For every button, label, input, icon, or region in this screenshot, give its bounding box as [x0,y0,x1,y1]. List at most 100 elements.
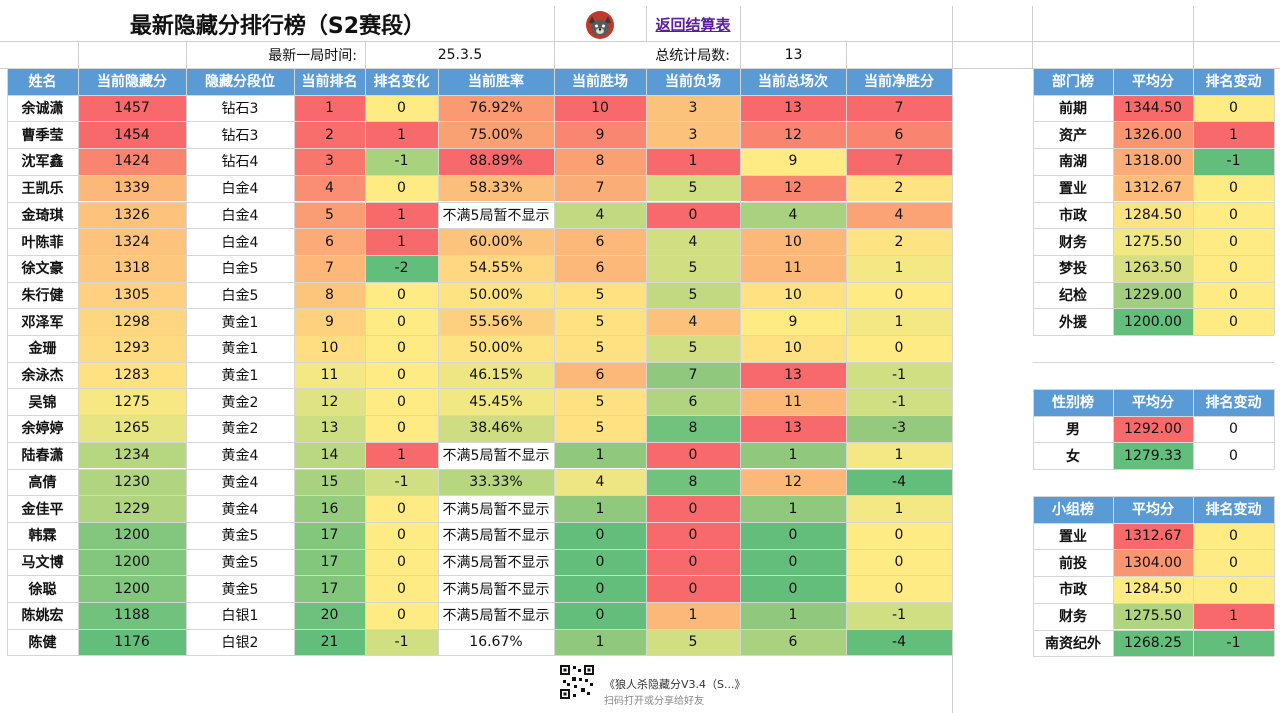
row-value-cell: 1 [646,602,740,629]
row-value-cell: 白金5 [186,254,294,282]
group-header-0: 小组榜 [1033,496,1113,523]
row-value-cell: 11 [294,361,365,389]
grid-line [7,121,952,123]
row-value-cell: 不满5局暂不显示 [438,548,554,576]
qr-code-icon[interactable] [559,664,595,700]
row-value-cell: 1318 [78,254,186,282]
row-name-cell: 邓泽军 [7,308,78,335]
grid-line [1274,68,1275,335]
main-header-7: 当前负场 [646,68,740,95]
row-value-cell: 5 [646,174,740,202]
row-name-cell: 徐文豪 [7,254,78,282]
row-name-cell: 金珊 [7,335,78,362]
row-value-cell: 不满5局暂不显示 [438,521,554,549]
row-value-cell: 1200 [78,575,186,602]
main-header-6: 当前胜场 [554,68,646,95]
row-value-cell: 黄金4 [186,495,294,522]
row-name-cell: 纪检 [1033,281,1113,309]
grid-line [1033,549,1274,551]
row-value-cell: 1229.00 [1113,281,1193,309]
row-name-cell: 女 [1033,442,1113,470]
grid-line [7,628,952,630]
row-value-cell: -4 [846,628,952,656]
row-value-cell: 11 [740,254,846,282]
row-value-cell: 1 [554,628,646,656]
row-value-cell: 0 [365,94,438,122]
row-name-cell: 徐聪 [7,575,78,602]
col-divider [186,42,187,68]
grid-line [7,361,952,363]
main-header-0: 姓名 [7,68,78,95]
row-name-cell: 韩霖 [7,521,78,549]
row-name-cell: 市政 [1033,201,1113,229]
row-value-cell: 1284.50 [1113,201,1193,229]
row-value-cell: -1 [365,468,438,496]
row-value-cell: 50.00% [438,281,554,309]
grid-line [1033,335,1274,336]
row-value-cell: 7 [646,361,740,389]
row-name-cell: 吴锦 [7,388,78,416]
row-value-cell: 钻石4 [186,148,294,175]
row-value-cell: 0 [1193,308,1274,335]
row-value-cell: 1234 [78,441,186,469]
col-divider [740,6,741,68]
grid-line [7,201,952,203]
back-to-settlement-link[interactable]: 返回结算表 [655,15,731,34]
grid-line [1033,389,1034,470]
row-value-cell: 8 [646,415,740,442]
row-value-cell: 10 [740,228,846,255]
grid-line [1033,469,1274,470]
row-value-cell: 5 [646,335,740,362]
grid-line [7,388,952,390]
row-value-cell: 1275.50 [1113,602,1193,630]
row-name-cell: 金琦琪 [7,201,78,229]
group-header-1: 平均分 [1113,496,1193,523]
col-divider [554,6,555,68]
grid-line [1033,576,1274,578]
row-value-cell: 1298 [78,308,186,335]
row-value-cell: 0 [846,575,952,602]
row-value-cell: 6 [554,254,646,282]
row-value-cell: -1 [1193,629,1274,657]
row-value-cell: -1 [1193,148,1274,175]
row-value-cell: 1200 [78,521,186,549]
col-divider [78,42,79,68]
row-value-cell: 11 [740,388,846,416]
row-value-cell: 1 [294,94,365,122]
row-value-cell: 0 [1193,201,1274,229]
row-name-cell: 曹季莹 [7,121,78,149]
row-name-cell: 高倩 [7,468,78,496]
row-value-cell: 0 [646,495,740,522]
grid-line [7,575,952,577]
row-value-cell: 1275 [78,388,186,416]
row-value-cell: 17 [294,548,365,576]
row-value-cell: 0 [1193,576,1274,603]
row-value-cell: 75.00% [438,121,554,149]
row-name-cell: 南资纪外 [1033,629,1113,657]
col-divider [365,42,366,68]
row-name-cell: 置业 [1033,174,1113,202]
row-value-cell: 1 [740,602,846,629]
row-value-cell: 15 [294,468,365,496]
row-name-cell: 沈军鑫 [7,148,78,175]
page-title: 最新隐藏分排行榜（S2赛段） [129,13,426,39]
row-value-cell: 1 [740,441,846,469]
row-value-cell: 1279.33 [1113,442,1193,470]
grid-line [1033,148,1274,150]
row-value-cell: 0 [365,521,438,549]
row-value-cell: 8 [554,148,646,175]
row-value-cell: 5 [646,628,740,656]
row-value-cell: 1 [365,201,438,229]
grid-line [7,548,952,550]
grid-line [7,335,952,336]
col-divider [646,6,647,42]
grid-line [1033,362,1274,363]
row-value-cell: 5 [554,308,646,335]
row-name-cell: 余诚潇 [7,94,78,122]
grid-line [1033,522,1274,524]
row-value-cell: 0 [646,548,740,576]
row-value-cell: 12 [294,388,365,416]
row-value-cell: 3 [646,94,740,122]
row-value-cell: 6 [646,388,740,416]
row-value-cell: 7 [294,254,365,282]
